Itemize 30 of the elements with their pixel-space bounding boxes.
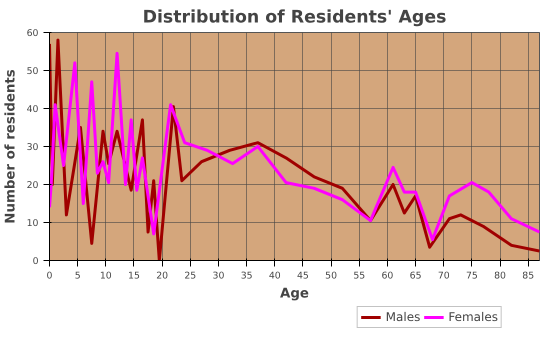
x-tick-label: 80 [494, 270, 506, 282]
x-tick-label: 25 [184, 270, 196, 282]
y-tick-label: 60 [26, 28, 39, 39]
legend-label: Males [386, 310, 420, 324]
x-tick-label: 50 [325, 270, 338, 282]
x-tick-label: 5 [74, 270, 81, 282]
chart-title: Distribution of Residents' Ages [142, 8, 446, 28]
x-tick-label: 60 [381, 270, 394, 282]
y-tick-label: 0 [32, 256, 39, 267]
y-tick-label: 20 [26, 180, 39, 191]
x-tick-label: 45 [297, 270, 309, 282]
x-tick-label: 0 [46, 270, 53, 282]
x-tick-label: 55 [353, 270, 366, 282]
x-tick-label: 75 [466, 270, 478, 282]
y-tick-label: 10 [26, 218, 39, 229]
x-tick-label: 40 [268, 270, 281, 282]
x-tick-label: 85 [522, 270, 534, 282]
y-axis-title: Number of residents [4, 69, 19, 224]
y-tick-label: 30 [26, 142, 39, 153]
x-tick-label: 35 [240, 270, 253, 282]
x-tick-label: 10 [100, 270, 112, 282]
x-tick-label: 70 [438, 270, 450, 282]
y-tick-label: 50 [26, 66, 39, 77]
x-tick-label: 20 [156, 270, 168, 282]
y-tick-label: 40 [26, 104, 39, 115]
x-tick-label: 15 [128, 270, 140, 282]
x-tick-label: 30 [212, 270, 224, 282]
legend-label: Females [448, 310, 498, 324]
x-tick-label: 65 [410, 270, 422, 282]
x-axis-title: Age [280, 286, 309, 302]
